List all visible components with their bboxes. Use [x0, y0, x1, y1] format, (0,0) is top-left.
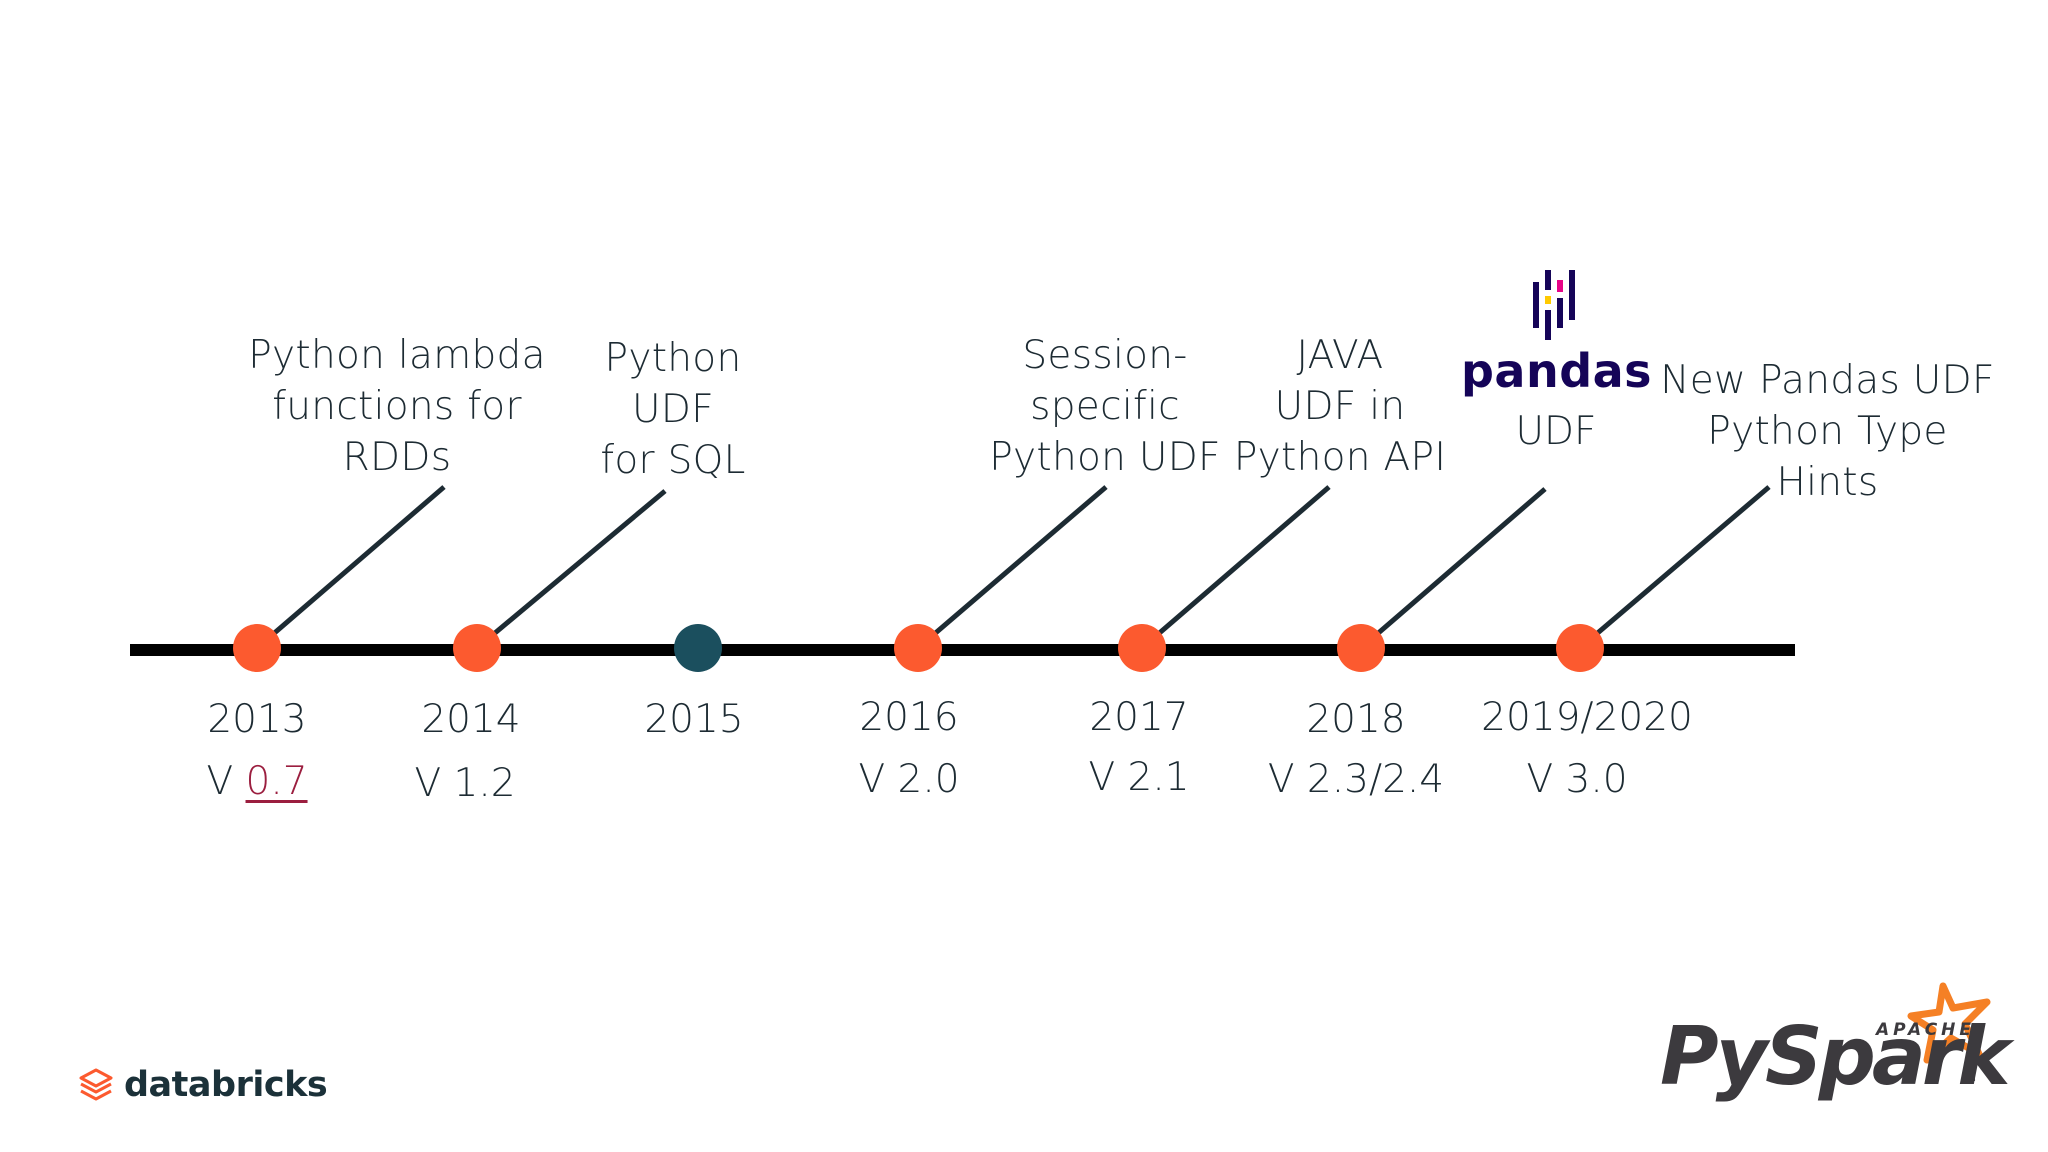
- dot-2016: [894, 624, 942, 672]
- event-label-2019-2020: New Pandas UDF Python Type Hints: [1660, 358, 1995, 505]
- event-label-2017: JAVA UDF in Python API: [1233, 333, 1447, 480]
- year-2014: 2014: [421, 697, 521, 742]
- pandas-wordmark: pandas: [1461, 344, 1653, 398]
- version-2018: V 2.3/2.4: [1267, 757, 1445, 802]
- version-2016: V 2.0: [858, 757, 960, 802]
- version-2017: V 2.1: [1088, 755, 1190, 800]
- version-2013: V 0.7: [177, 760, 337, 804]
- event-label-2013: Python lambda functions for RDDs: [248, 333, 546, 480]
- databricks-stack-icon: [79, 1068, 113, 1101]
- connector-2018: [1359, 487, 1547, 650]
- event-label-2018: UDF: [1515, 409, 1597, 454]
- spark-wordmark: Spark: [1765, 1010, 2011, 1103]
- year-2016: 2016: [859, 695, 959, 740]
- version-2019-2020: V 3.0: [1526, 757, 1628, 802]
- dot-2013: [233, 624, 281, 672]
- version-2014: V 1.2: [414, 761, 516, 806]
- dot-2015: [674, 624, 722, 672]
- databricks-wordmark: databricks: [124, 1065, 328, 1105]
- year-2018: 2018: [1306, 697, 1406, 742]
- year-2015: 2015: [644, 697, 744, 742]
- event-label-2016: Session- specific Python UDF: [989, 333, 1221, 480]
- databricks-logo: databricks: [78, 1063, 328, 1107]
- dot-2014: [453, 624, 501, 672]
- spark-star-icon: [1907, 982, 1991, 1064]
- spark-trademark: ™: [1968, 1078, 1977, 1088]
- year-2017: 2017: [1089, 695, 1189, 740]
- dot-2017: [1118, 624, 1166, 672]
- pandas-bars-icon: [1533, 270, 1575, 340]
- version-link-0-7[interactable]: 0.7: [245, 759, 308, 804]
- dot-2018: [1337, 624, 1385, 672]
- connector-2014: [475, 489, 667, 650]
- version-prefix: V: [206, 759, 246, 804]
- connector-2019-2020: [1578, 485, 1771, 650]
- connector-2016: [916, 485, 1108, 650]
- year-2019-2020: 2019/2020: [1481, 695, 1693, 740]
- event-label-2014: Python UDF for SQL: [600, 336, 746, 483]
- spark-py-text: Py: [1660, 1010, 1768, 1103]
- spark-apache-text: APACHE: [1876, 1020, 1976, 1040]
- connector-2013: [255, 485, 446, 650]
- pandas-logo: pandas: [1461, 270, 1653, 398]
- connector-2017: [1140, 485, 1331, 650]
- year-2013: 2013: [207, 697, 307, 742]
- dot-2019-2020: [1556, 624, 1604, 672]
